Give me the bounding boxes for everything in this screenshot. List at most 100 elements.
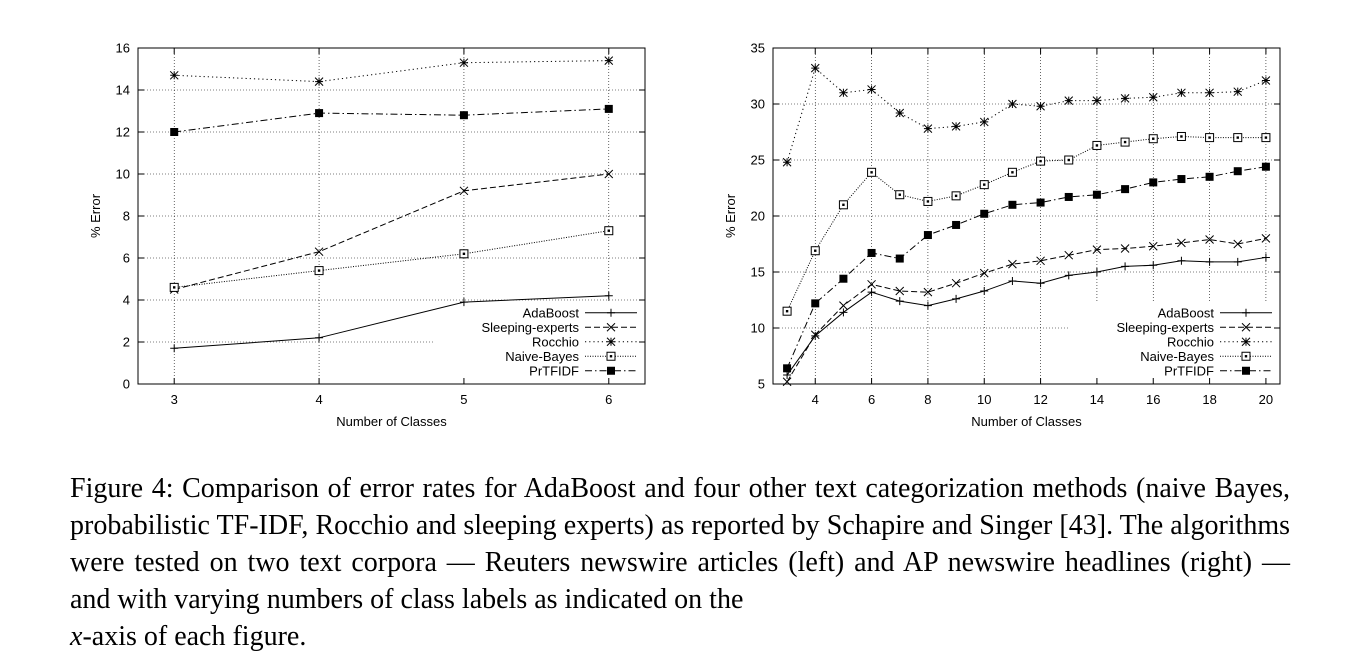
data-point <box>1149 261 1158 270</box>
data-point <box>923 124 933 133</box>
legend-label: Sleeping-experts <box>481 320 579 335</box>
data-point <box>459 58 469 68</box>
legend: AdaBoostSleeping-expertsRocchioNaive-Bay… <box>1116 305 1272 378</box>
series-rocchio <box>782 63 1271 167</box>
series-sleeping-experts <box>782 234 1271 387</box>
data-point <box>1092 268 1101 276</box>
y-tick-label: 10 <box>751 321 765 336</box>
data-point <box>1036 279 1045 288</box>
y-axis-label: % Error <box>723 193 738 238</box>
y-tick-label: 0 <box>123 377 130 392</box>
series-line <box>174 108 609 133</box>
data-point <box>169 282 179 292</box>
left-chart: 0 2 4 6 8 10 12 14 16 3 4 5 6 Number of Classes % Erro… <box>88 41 646 429</box>
data-point <box>1121 262 1130 271</box>
gridlines <box>138 48 645 384</box>
x-tick-label: 12 <box>1033 392 1047 407</box>
data-point <box>1261 253 1270 262</box>
legend-label: Naive-Bayes <box>1140 349 1214 364</box>
x-tick-label: 20 <box>1259 392 1273 407</box>
x-tick-label: 16 <box>1146 392 1160 407</box>
right-chart: 5 10 15 20 25 30 35 4 6 8 10 12 14 16 18 20 Number of Cl… <box>723 41 1281 429</box>
data-point <box>783 371 792 380</box>
legend-label: PrTFIDF <box>1164 363 1214 378</box>
data-point <box>1120 94 1130 103</box>
caption-line-2: (naive Bayes, probabilistic TF-IDF, Rocc… <box>70 473 1290 541</box>
x-tick-label: 4 <box>315 392 322 407</box>
data-point <box>980 209 989 218</box>
data-point <box>979 180 989 190</box>
data-point <box>867 248 876 257</box>
data-point <box>1008 276 1017 285</box>
data-point <box>811 299 820 308</box>
data-point <box>604 169 614 179</box>
data-point <box>1064 271 1073 280</box>
y-tick-label: 30 <box>751 97 765 112</box>
y-tick-label: 16 <box>116 41 130 56</box>
x-tick-label: 6 <box>605 392 612 407</box>
data-point <box>979 268 989 278</box>
series-line <box>786 67 1267 163</box>
data-point <box>1092 96 1102 105</box>
legend-label: Rocchio <box>1167 334 1214 349</box>
y-tick-label: 15 <box>751 265 765 280</box>
data-point <box>923 196 933 206</box>
data-point <box>782 306 792 316</box>
data-point <box>1205 133 1215 143</box>
data-point <box>839 301 848 310</box>
series-prtfidf <box>783 162 1270 373</box>
data-point <box>1036 256 1045 266</box>
series-line <box>174 173 609 290</box>
data-point <box>1148 241 1158 251</box>
x-tick-label: 6 <box>868 392 875 407</box>
figure-canvas: 0 2 4 6 8 10 12 14 16 3 4 5 6 Number of Classes % Erro… <box>88 41 1281 429</box>
data-point <box>315 333 324 342</box>
x-tick-label: 3 <box>171 392 178 407</box>
data-point <box>314 266 324 276</box>
data-point <box>1149 178 1158 187</box>
caption-line-3: Singer [43]. The algorithms were tested … <box>70 510 1290 578</box>
data-point <box>1008 200 1017 209</box>
data-point <box>895 254 904 263</box>
data-point <box>459 298 468 307</box>
data-point <box>604 56 614 65</box>
x-tick-label: 14 <box>1090 392 1104 407</box>
data-point <box>839 88 848 98</box>
legend-marker <box>1241 322 1251 332</box>
caption-line-4: and AP newswire headlines (right) — and … <box>70 547 1291 615</box>
y-tick-label: 8 <box>123 209 130 224</box>
data-point <box>952 220 961 229</box>
data-point <box>1261 133 1271 143</box>
y-tick-label: 10 <box>116 167 130 182</box>
legend-label: Sleeping-experts <box>1116 320 1214 335</box>
x-axis-label: Number of Classes <box>971 414 1082 429</box>
data-point <box>839 274 848 283</box>
x-tick-label: 18 <box>1202 392 1216 407</box>
x-tick-label: 4 <box>812 392 819 407</box>
y-tick-label: 14 <box>116 83 130 98</box>
data-point <box>604 291 613 300</box>
data-point <box>1148 134 1158 144</box>
data-point <box>1205 257 1214 266</box>
data-point <box>1008 259 1017 269</box>
data-point <box>867 279 876 289</box>
data-point <box>839 308 848 317</box>
data-point <box>314 77 324 86</box>
legend-label: AdaBoost <box>1158 305 1215 320</box>
legend-label: Rocchio <box>532 334 579 349</box>
data-point <box>782 377 792 387</box>
data-point <box>1064 250 1074 260</box>
data-point <box>782 157 792 167</box>
data-point <box>1036 101 1045 111</box>
legend-label: PrTFIDF <box>529 363 579 378</box>
legend-marker <box>1242 366 1250 375</box>
series-line <box>174 295 609 349</box>
y-tick-label: 25 <box>751 153 765 168</box>
data-point <box>170 128 179 136</box>
y-tick-label: 20 <box>751 209 765 224</box>
data-point <box>459 249 469 259</box>
data-point <box>979 117 989 127</box>
series-rocchio <box>169 56 614 86</box>
data-point <box>1261 234 1271 243</box>
series-naive-bayes <box>782 131 1271 316</box>
